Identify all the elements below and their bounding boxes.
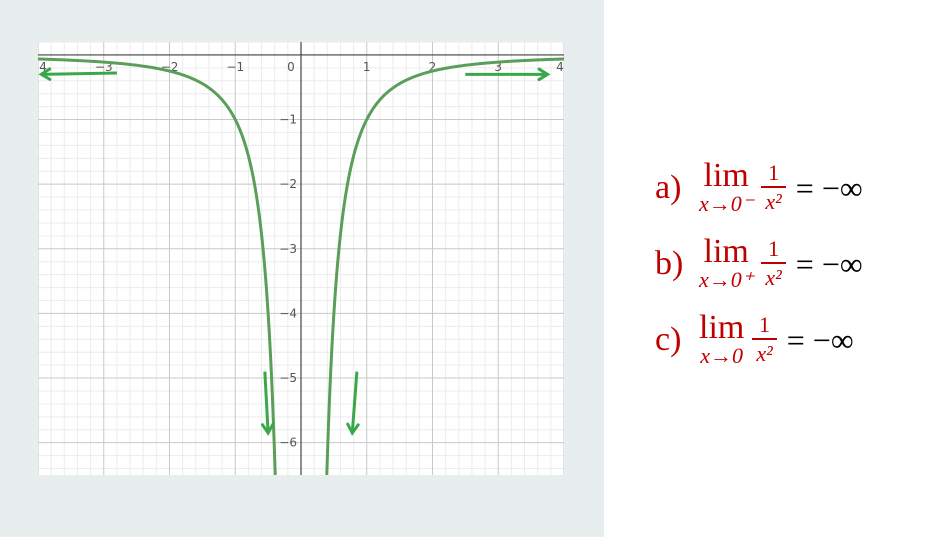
limit-operator: lim x→0 [699, 309, 745, 368]
curve-left-branch [38, 57, 277, 475]
fraction-denominator: x² [765, 189, 782, 214]
limit-label: b) [655, 245, 684, 282]
fraction-numerator: 1 [768, 236, 780, 261]
lim-word: lim [703, 233, 749, 270]
fraction: 1 x² [761, 236, 786, 290]
fraction-bar [752, 338, 777, 340]
fraction-numerator: 1 [759, 312, 771, 337]
fraction-bar [761, 186, 786, 188]
x-tick-label: 0 [287, 60, 295, 74]
limit-label: a) [655, 169, 682, 206]
direction-arrow [38, 67, 117, 81]
x-tick-label: 4 [556, 60, 564, 74]
limit-row-c: c) lim x→0 1 x² = −∞ [655, 302, 863, 378]
direction-arrow [260, 371, 275, 436]
x-tick-label: −4 [38, 60, 47, 74]
fraction-numerator: 1 [768, 160, 780, 185]
limit-row-b: b) lim x→0⁺ 1 x² = −∞ [655, 226, 863, 302]
y-tick-label: −6 [279, 436, 297, 450]
x-tick-label: 1 [363, 60, 371, 74]
fraction: 1 x² [752, 312, 777, 366]
x-tick-label: −1 [226, 60, 244, 74]
limits-list: a) lim x→0⁻ 1 x² = −∞ b) lim x→0⁺ 1 x² =… [655, 150, 863, 378]
fraction-bar [761, 262, 786, 264]
lim-word: lim [699, 309, 745, 346]
limit-operator: lim x→0⁻ [699, 157, 754, 216]
y-tick-label: −3 [279, 242, 297, 256]
y-tick-label: −5 [279, 371, 297, 385]
limit-operator: lim x→0⁺ [699, 233, 754, 292]
lim-word: lim [703, 157, 749, 194]
fraction-denominator: x² [756, 341, 773, 366]
fraction: 1 x² [761, 160, 786, 214]
lim-subscript: x→0⁺ [699, 267, 754, 292]
limit-result: = −∞ [786, 321, 854, 358]
limit-result: = −∞ [795, 169, 863, 206]
x-tick-label: 3 [494, 60, 502, 74]
limit-result: = −∞ [795, 245, 863, 282]
y-tick-label: −2 [279, 177, 297, 191]
lim-subscript: x→0⁻ [699, 191, 754, 216]
limit-label: c) [655, 321, 682, 358]
direction-arrow [465, 67, 551, 82]
x-tick-label: 2 [429, 60, 437, 74]
y-tick-label: −4 [279, 306, 297, 320]
curve-right-branch [325, 57, 564, 475]
fraction-denominator: x² [765, 265, 782, 290]
lim-subscript: x→0 [700, 343, 744, 368]
y-tick-label: −1 [279, 113, 297, 127]
limit-row-a: a) lim x→0⁻ 1 x² = −∞ [655, 150, 863, 226]
direction-arrow [346, 371, 360, 436]
